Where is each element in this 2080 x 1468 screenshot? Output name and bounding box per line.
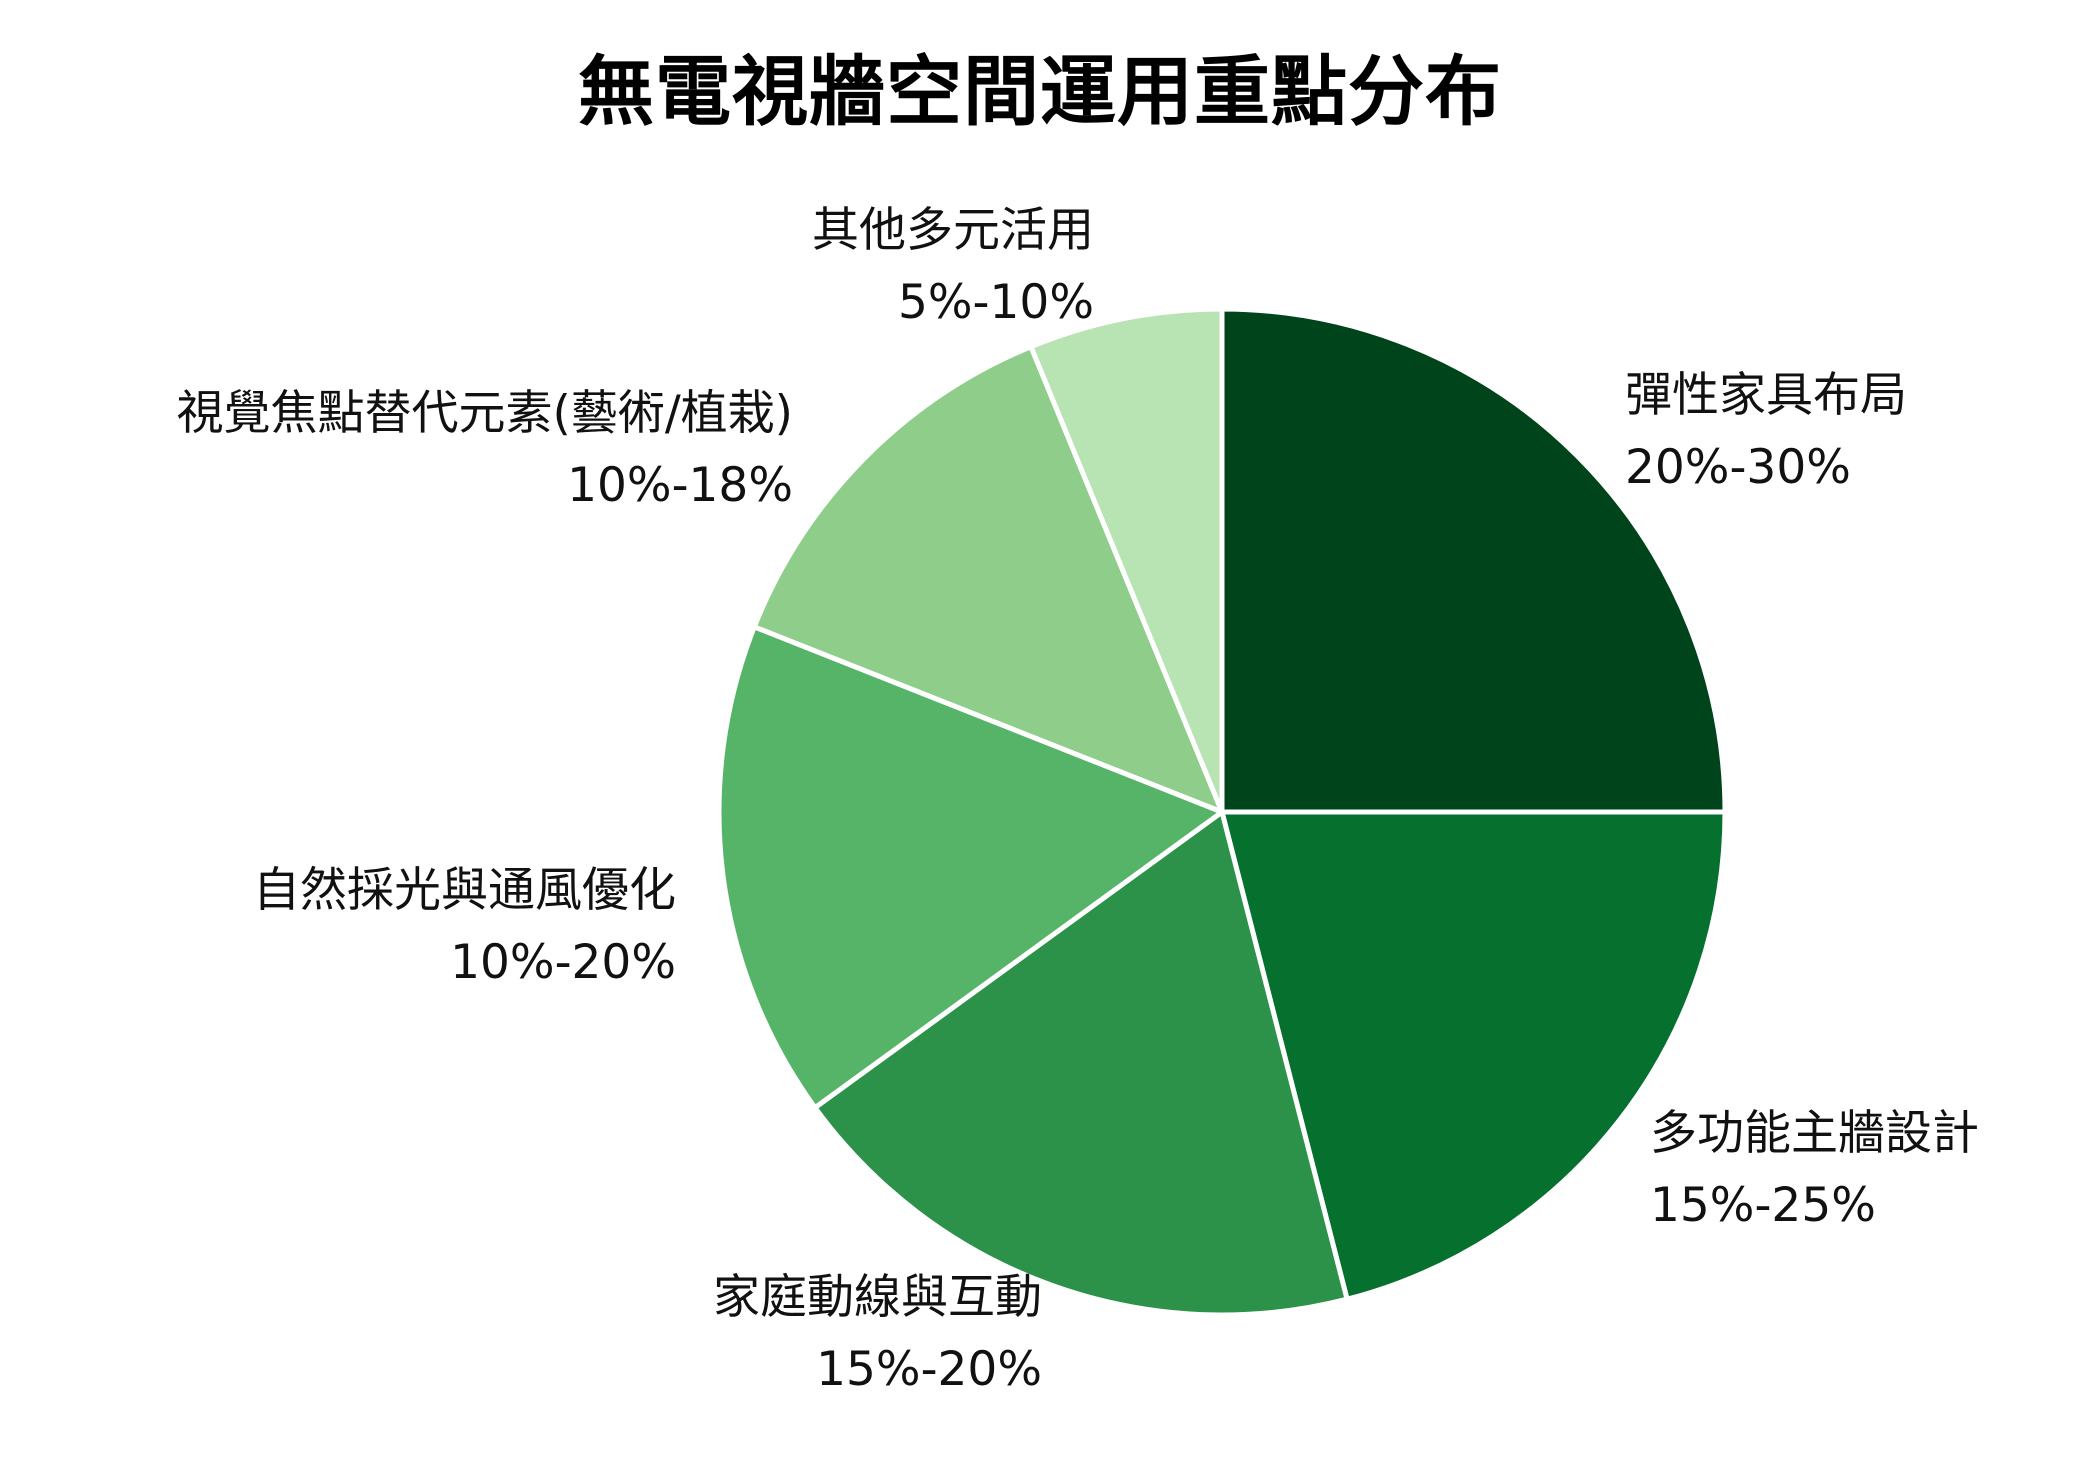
- slice-label-name: 多功能主牆設計: [1650, 1106, 1979, 1161]
- slice-label: 自然採光與通風優化 10%-20%: [253, 855, 676, 999]
- slice-label: 彈性家具布局 20%-30%: [1625, 360, 1907, 504]
- slice-label-range: 10%-20%: [450, 935, 676, 990]
- slice-label-range: 5%-10%: [898, 275, 1094, 330]
- slice-label-range: 10%-18%: [567, 458, 793, 513]
- slice-label: 視覺焦點替代元素(藝術/植栽) 10%-18%: [176, 378, 793, 522]
- pie-slice: [1028, 306, 1225, 815]
- slice-label-name: 自然採光與通風優化: [253, 863, 676, 918]
- pie-slice: [716, 624, 1225, 1111]
- chart-title: 無電視牆空間運用重點分布: [578, 47, 1502, 136]
- slice-label-name: 視覺焦點替代元素(藝術/植栽): [176, 386, 793, 441]
- slice-label-range: 20%-30%: [1625, 440, 1851, 495]
- slice-label-range: 15%-20%: [816, 1342, 1042, 1397]
- slice-label-name: 彈性家具布局: [1625, 368, 1907, 423]
- slice-label: 家庭動線與互動 15%-20%: [713, 1262, 1042, 1406]
- slice-label: 多功能主牆設計 15%-25%: [1650, 1098, 1979, 1242]
- slice-label-name: 家庭動線與互動: [713, 1270, 1042, 1325]
- slice-label-range: 15%-25%: [1650, 1178, 1876, 1233]
- pie-slice: [1219, 306, 1728, 815]
- slice-label-name: 其他多元活用: [812, 203, 1094, 258]
- pie-slice: [751, 344, 1225, 815]
- pie-slice: [1219, 809, 1728, 1302]
- slice-label: 其他多元活用 5%-10%: [812, 195, 1094, 339]
- pie-slice: [812, 809, 1350, 1318]
